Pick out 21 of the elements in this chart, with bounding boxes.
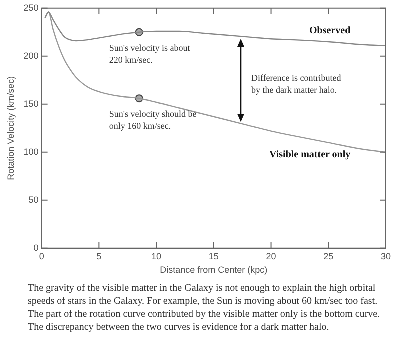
series-label: Visible matter only	[270, 149, 351, 160]
x-tick-label: 15	[208, 251, 219, 262]
x-tick-label: 25	[324, 251, 334, 262]
text: The gravity of the visible matter in the Galaxy is not enough to explain the high orbital speeds of stars in the Galaxy. For example, the Sun is moving about 60 km/sec too fast. The part of the rotation curve contributed by the visible matter only is the bottom curve. The discrepancy between the two curves is evidence for a dark matter halo.	[27, 282, 382, 334]
line-series	[44, 12, 386, 46]
series-label: Observed	[310, 26, 352, 37]
y-tick-label: 0	[34, 242, 39, 253]
y-tick-label: 100	[24, 146, 39, 157]
y-tick-label: 50	[28, 194, 39, 205]
annotation: Sun's velocity should be only 160 km/sec.	[109, 109, 197, 131]
x-tick-label: 30	[380, 251, 392, 262]
x-tick-label: 5	[96, 251, 102, 262]
y-tick-label: 150	[24, 98, 39, 109]
annotation: Difference is contributed by the dark matter halo.	[251, 72, 342, 95]
x-axis-title: Distance from Center (kpc)	[160, 265, 268, 276]
annotation: Sun's velocity is about 220 km/sec.	[109, 42, 191, 65]
x-tick-label: 10	[152, 251, 162, 262]
y-tick-label: 200	[24, 50, 39, 61]
x-tick-label: 20	[266, 251, 276, 262]
y-tick-label: 250	[24, 2, 39, 13]
y-axis-title: Rotation Velocity (km/sec)	[6, 76, 16, 180]
